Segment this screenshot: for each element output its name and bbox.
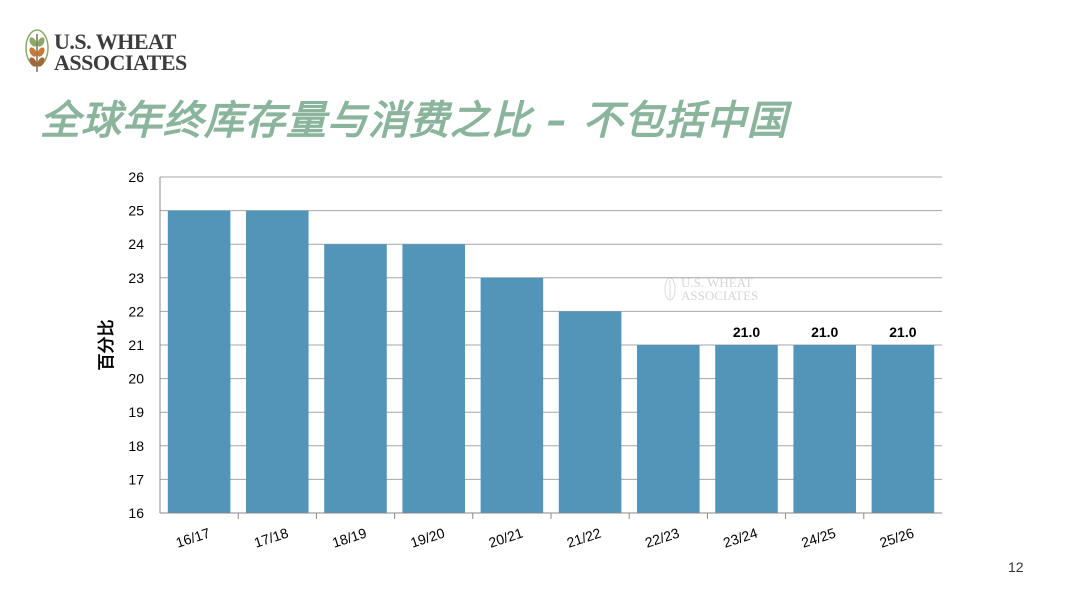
bar-18-19 bbox=[324, 244, 387, 513]
x-tick-label: 18/19 bbox=[330, 525, 368, 551]
data-label: 21.0 bbox=[889, 324, 916, 340]
y-tick-label: 25 bbox=[128, 203, 144, 219]
page-number: 12 bbox=[1008, 559, 1024, 575]
x-tick-label: 21/22 bbox=[565, 525, 603, 551]
y-tick-label: 21 bbox=[128, 337, 144, 353]
y-tick-label: 24 bbox=[128, 236, 144, 252]
x-tick-label: 19/20 bbox=[408, 525, 446, 551]
slide-title: 全球年终库存量与消费之比 – 不包括中国 bbox=[40, 98, 788, 144]
us-wheat-logo: U.S. WHEAT ASSOCIATES bbox=[24, 28, 187, 76]
bar-20-21 bbox=[480, 277, 544, 513]
bar-22-23 bbox=[637, 345, 700, 513]
bar-21-22 bbox=[558, 311, 622, 513]
y-tick-label: 23 bbox=[128, 270, 144, 286]
bar-23-24 bbox=[715, 345, 778, 513]
y-tick-label: 26 bbox=[128, 169, 144, 185]
watermark-line-1: U.S. WHEAT bbox=[681, 275, 753, 290]
y-tick-label: 18 bbox=[128, 438, 144, 454]
logo-wordmark: U.S. WHEAT ASSOCIATES bbox=[54, 29, 187, 75]
x-tick-label: 25/26 bbox=[878, 525, 916, 551]
y-tick-label: 19 bbox=[128, 404, 144, 420]
y-tick-label: 20 bbox=[128, 371, 144, 387]
axes bbox=[159, 177, 942, 519]
watermark-line-2: ASSOCIATES bbox=[681, 288, 758, 303]
bar-16-17 bbox=[167, 210, 231, 513]
y-tick-label: 17 bbox=[128, 471, 144, 487]
data-label: 21.0 bbox=[811, 324, 838, 340]
x-tick-label: 24/25 bbox=[799, 525, 837, 551]
y-axis-title: 百分比 bbox=[96, 320, 117, 371]
bar-19-20 bbox=[402, 244, 465, 513]
bar-25-26 bbox=[871, 345, 935, 513]
data-label: 21.0 bbox=[733, 324, 760, 340]
bars bbox=[167, 210, 935, 513]
chart-watermark: U.S. WHEAT ASSOCIATES bbox=[664, 275, 758, 303]
wheat-logo-icon bbox=[25, 29, 49, 72]
logo-line-2: ASSOCIATES bbox=[54, 50, 187, 75]
x-tick-label: 17/18 bbox=[252, 525, 290, 551]
logo-line-1: U.S. WHEAT bbox=[54, 29, 176, 54]
x-tick-label: 23/24 bbox=[721, 525, 759, 551]
x-tick-label: 16/17 bbox=[174, 525, 212, 551]
x-tick-label: 22/23 bbox=[643, 525, 681, 551]
bar-17-18 bbox=[246, 210, 309, 513]
y-tick-label: 22 bbox=[128, 303, 144, 319]
y-tick-label: 16 bbox=[128, 505, 144, 521]
bar-24-25 bbox=[793, 345, 856, 513]
x-tick-label: 20/21 bbox=[487, 525, 525, 551]
